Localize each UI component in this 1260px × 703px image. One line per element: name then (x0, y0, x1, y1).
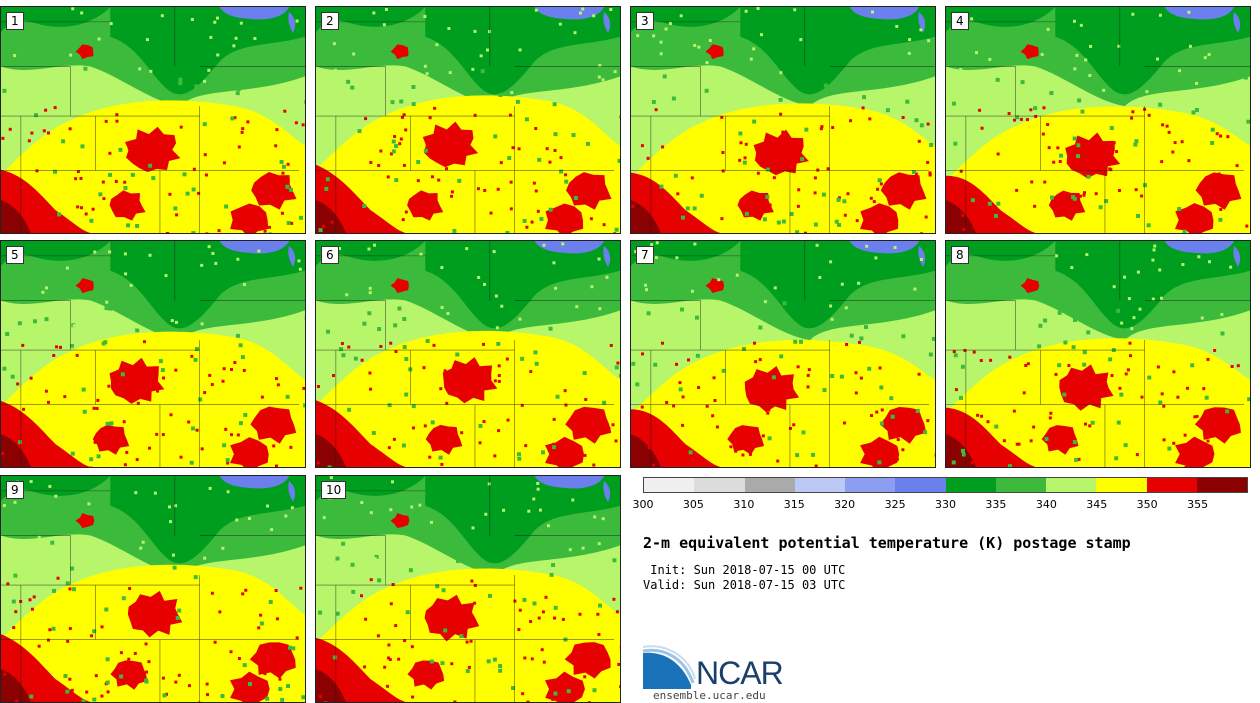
colorbar-tick-label: 310 (733, 498, 755, 511)
map-field (316, 241, 620, 467)
colorbar-tick-label: 320 (834, 498, 856, 511)
colorbar-tick-label: 325 (884, 498, 906, 511)
colorbar-segment-8 (1046, 478, 1097, 492)
colorbar-segment-2 (744, 478, 795, 492)
member-label: 1 (6, 12, 24, 30)
member-panel-1: 1 (0, 6, 306, 234)
colorbar-segment-10 (1146, 478, 1197, 492)
init-time: Init: Sun 2018-07-15 00 UTC (643, 563, 846, 577)
member-label: 8 (951, 246, 969, 264)
map-field (1, 241, 305, 467)
member-panel-8: 8 (945, 240, 1251, 468)
member-label: 10 (321, 481, 347, 499)
colorbar-tick-label: 335 (985, 498, 1007, 511)
colorbar-segment-6 (945, 478, 996, 492)
map-field (631, 7, 935, 233)
colorbar-segment-0 (644, 478, 695, 492)
colorbar-tick-label: 330 (935, 498, 956, 511)
colorbar-tick-label: 345 (1086, 498, 1108, 511)
map-field (946, 241, 1250, 467)
colorbar-tick-label: 340 (1035, 498, 1057, 511)
map-field (1, 7, 305, 233)
colorbar-tick-label: 350 (1136, 498, 1158, 511)
member-panel-5: 5 (0, 240, 306, 468)
member-label: 7 (636, 246, 654, 264)
colorbar-ticks: 300 305 310 315 320 325 330 335 340 345 350 355 (633, 498, 1248, 512)
map-field (316, 7, 620, 233)
website-url: ensemble.ucar.edu (653, 689, 766, 702)
member-panel-10: 10 (315, 475, 621, 703)
valid-time: Valid: Sun 2018-07-15 03 UTC (643, 578, 846, 592)
colorbar-segment-4 (845, 478, 896, 492)
colorbar-segment-11 (1196, 478, 1247, 492)
member-panel-9: 9 (0, 475, 306, 703)
member-panel-7: 7 (630, 240, 936, 468)
member-label: 4 (951, 12, 969, 30)
member-label: 5 (6, 246, 24, 264)
map-field (316, 476, 620, 702)
member-panel-2: 2 (315, 6, 621, 234)
colorbar-tick-label: 355 (1187, 498, 1209, 511)
figure-title: 2-m equivalent potential temperature (K)… (643, 534, 1131, 552)
colorbar-segment-5 (895, 478, 946, 492)
member-label: 9 (6, 481, 24, 499)
map-field (1, 476, 305, 702)
colorbar-segment-1 (694, 478, 745, 492)
colorbar-segment-9 (1096, 478, 1147, 492)
map-field (631, 241, 935, 467)
colorbar-tick-label: 315 (783, 498, 805, 511)
ncar-logo-icon (643, 645, 696, 689)
member-label: 6 (321, 246, 339, 264)
member-panel-3: 3 (630, 6, 936, 234)
member-panel-6: 6 (315, 240, 621, 468)
ncar-logo-text: NCAR (696, 655, 784, 691)
colorbar-segment-7 (995, 478, 1046, 492)
colorbar (643, 477, 1248, 493)
map-field (946, 7, 1250, 233)
colorbar-tick-label: 305 (682, 498, 704, 511)
member-label: 3 (636, 12, 654, 30)
member-panel-4: 4 (945, 6, 1251, 234)
member-label: 2 (321, 12, 339, 30)
colorbar-segment-3 (794, 478, 845, 492)
colorbar-tick-label: 300 (632, 498, 654, 511)
